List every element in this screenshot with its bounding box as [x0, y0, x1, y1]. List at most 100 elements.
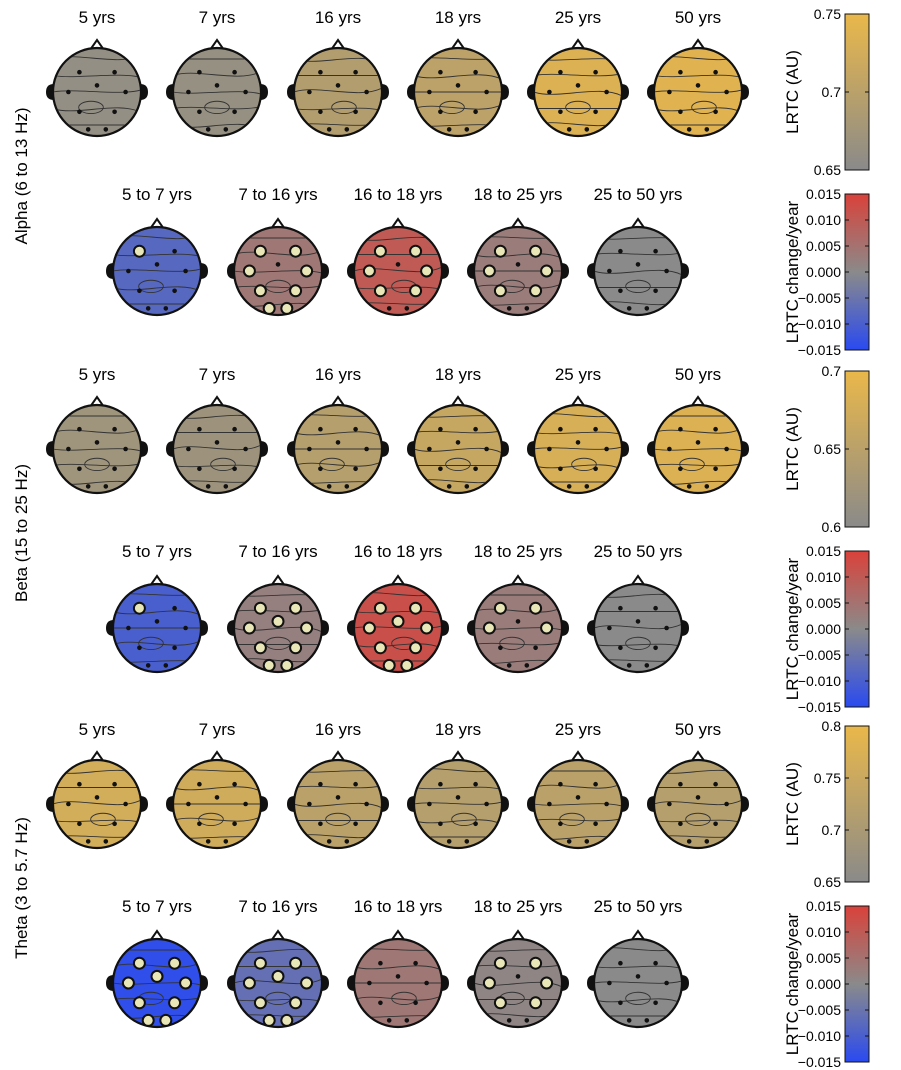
rate-scalp-map [347, 574, 449, 674]
electrode [626, 1018, 632, 1023]
ear-left [647, 441, 655, 457]
electrode [137, 645, 142, 651]
significant-electrode [121, 976, 135, 990]
electrode [713, 781, 718, 787]
electrode [364, 446, 369, 452]
ear-right [321, 263, 329, 279]
colorbar-tick-label: 0.8 [821, 718, 841, 734]
electrode [664, 625, 669, 631]
electrode [484, 446, 489, 452]
electrode [386, 1018, 392, 1023]
band-label: Alpha (6 to 13 Hz) [12, 107, 31, 245]
electrode [653, 960, 658, 966]
ear-left [106, 263, 114, 279]
significant-electrode [168, 996, 182, 1010]
electrode [704, 839, 710, 844]
electrode [353, 781, 358, 787]
colorbar-tick-label: 0.000 [805, 976, 841, 992]
age-label: 18 yrs [434, 8, 482, 27]
electrode [653, 248, 658, 254]
significant-electrode [179, 976, 193, 990]
ear-right [741, 796, 749, 812]
significant-electrode [132, 244, 146, 258]
electrode [197, 821, 202, 827]
ear-left [46, 84, 54, 100]
age-label: 25 yrs [554, 720, 602, 739]
colorbar-tick-label: 0.000 [805, 621, 841, 637]
transition-label: 7 to 16 yrs [238, 897, 318, 916]
significant-electrode [289, 284, 303, 298]
rate-scalp-map [467, 574, 569, 674]
electrode [145, 663, 151, 668]
electrode [214, 440, 220, 445]
colorbar-tick-label: 0.015 [805, 543, 841, 559]
ear-left [407, 796, 415, 812]
electrode [667, 89, 672, 95]
electrode [353, 109, 358, 115]
significant-electrode [540, 264, 554, 278]
electrode [112, 821, 117, 827]
significant-electrode [289, 641, 303, 655]
electrode [205, 839, 211, 844]
transition-label: 18 to 25 yrs [473, 542, 563, 561]
electrode [604, 801, 609, 807]
age-label: 50 yrs [674, 8, 722, 27]
ear-right [621, 796, 629, 812]
age-scalp-map [287, 395, 389, 495]
significant-electrode [253, 284, 267, 298]
electrode [618, 960, 623, 966]
electrode [367, 980, 372, 986]
age-label: 16 yrs [314, 8, 362, 27]
colorbar-tick-label: −0.010 [797, 316, 841, 332]
electrode [515, 974, 521, 979]
colorbar-tick-label: 0.65 [813, 874, 841, 890]
colorbar-tick-label: −0.015 [797, 1054, 841, 1070]
electrode [713, 466, 718, 472]
electrode [172, 248, 177, 254]
colorbar-tick-label: 0.75 [813, 6, 841, 22]
colorbar-title: LRTC (AU) [783, 407, 802, 491]
colorbar-tick-label: −0.015 [797, 699, 841, 715]
electrode [353, 466, 358, 472]
electrode [713, 69, 718, 75]
electrode [353, 821, 358, 827]
electrode [593, 821, 598, 827]
electrode [126, 268, 131, 274]
electrode [566, 484, 572, 489]
rate-scalp-map [227, 929, 329, 1029]
age-scalp-map [287, 38, 389, 138]
colorbar-tick-label: 0.7 [821, 363, 841, 379]
electrode [558, 426, 563, 432]
age-label: 5 yrs [78, 365, 116, 384]
electrode [94, 440, 100, 445]
electrode [498, 645, 503, 651]
electrode [438, 426, 443, 432]
electrode [123, 446, 128, 452]
electrode [593, 781, 598, 787]
colorbar-title: LRTC (AU) [783, 50, 802, 134]
significant-electrode [253, 641, 267, 655]
ear-right [140, 796, 148, 812]
electrode [66, 89, 71, 95]
colorbar-tick-label: 0.010 [805, 212, 841, 228]
significant-electrode [373, 601, 387, 615]
ear-right [321, 975, 329, 991]
electrode [335, 83, 341, 88]
electrode [112, 109, 117, 115]
significant-electrode [289, 996, 303, 1010]
significant-electrode [271, 969, 285, 983]
ear-right [200, 975, 208, 991]
ear-right [681, 620, 689, 636]
electrode [85, 484, 91, 489]
electrode [205, 484, 211, 489]
electrode [438, 821, 443, 827]
age-label: 18 yrs [434, 720, 482, 739]
significant-electrode [420, 621, 434, 635]
electrode [558, 821, 563, 827]
electrode [724, 89, 729, 95]
electrode [575, 795, 581, 800]
colorbar-tick-label: 0.015 [805, 898, 841, 914]
significant-electrode [409, 601, 423, 615]
colorbar-tick-label: 0.005 [805, 595, 841, 611]
